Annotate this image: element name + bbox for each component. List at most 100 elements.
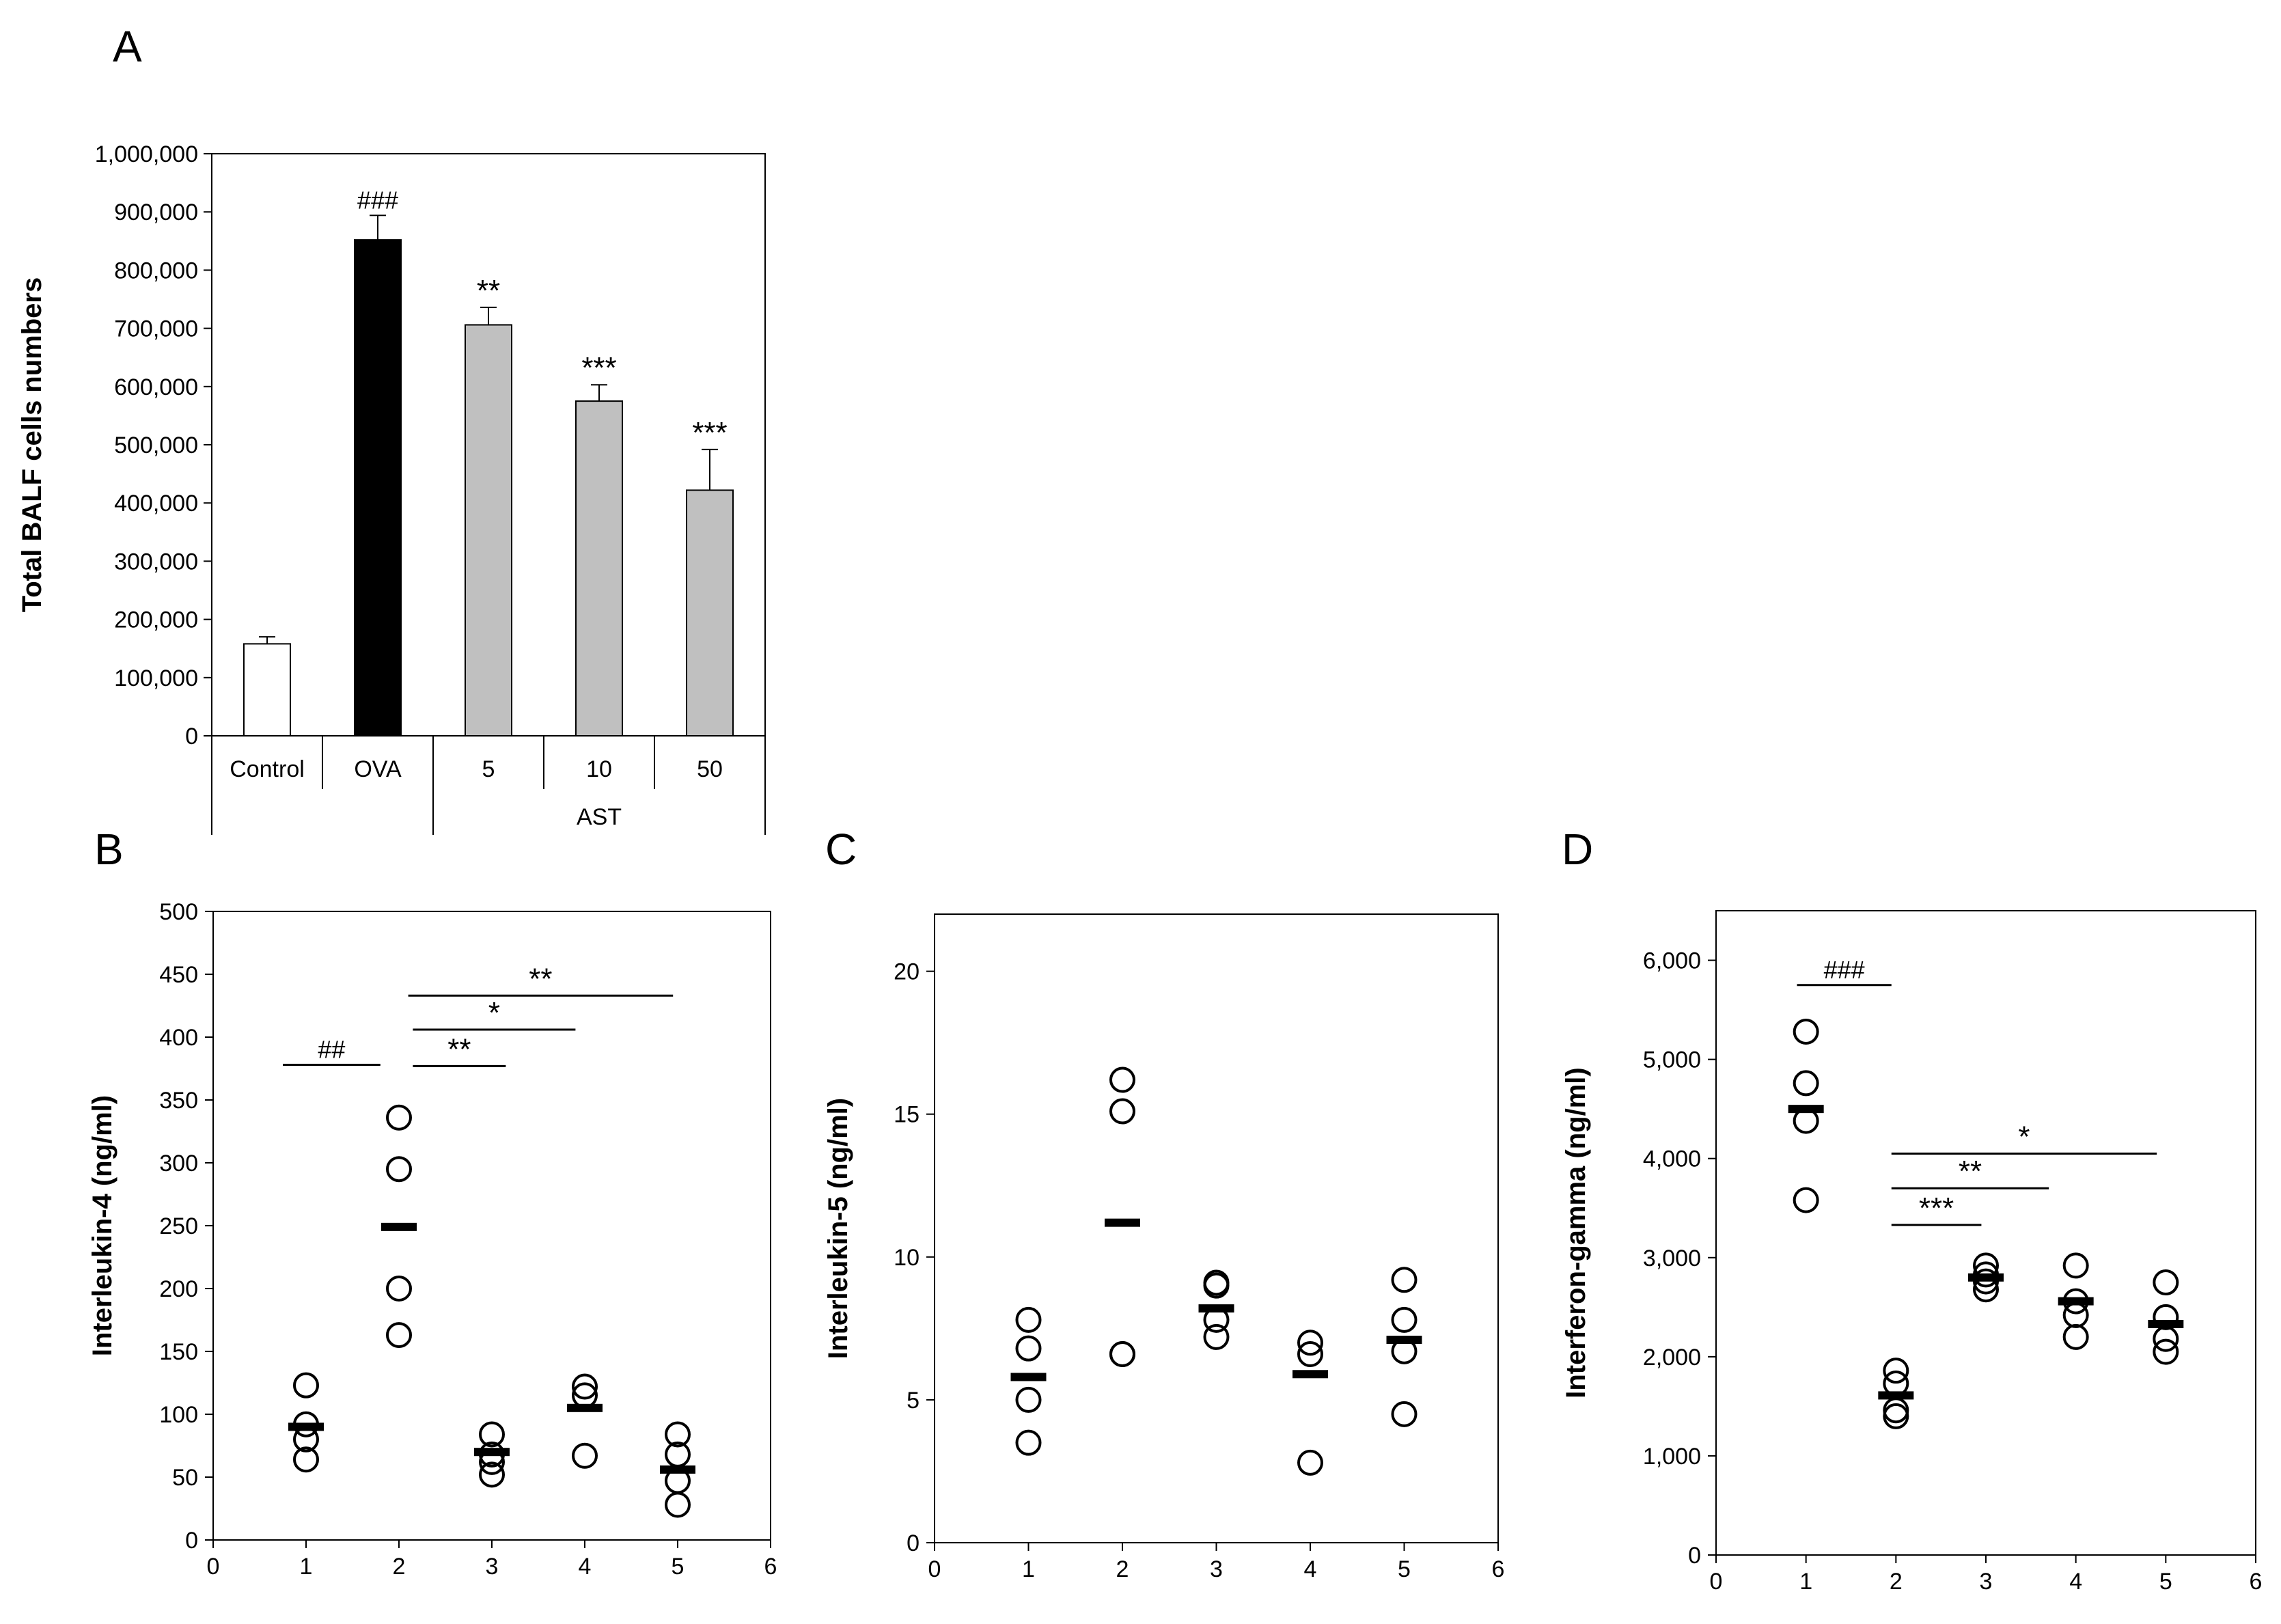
x-tick-label: 6 — [764, 1554, 777, 1580]
y-tick-label: 0 — [185, 724, 198, 749]
x-tick-label: 3 — [1980, 1569, 1993, 1595]
significance-label: ** — [477, 274, 500, 307]
data-point — [2062, 1323, 2089, 1350]
mean-marker — [1968, 1273, 2004, 1282]
bar-ova — [354, 239, 402, 737]
x-tick-label: 1 — [300, 1554, 313, 1580]
y-tick-label: 900,000 — [114, 199, 198, 225]
y-tick-label: 6,000 — [1643, 948, 1701, 974]
x-tick-label: 6 — [2250, 1569, 2263, 1595]
y-tick-label: 250 — [159, 1213, 198, 1239]
data-point — [1015, 1429, 1042, 1456]
mean-marker — [1292, 1370, 1328, 1379]
y-tick-label: 700,000 — [114, 316, 198, 342]
mean-marker — [2058, 1297, 2094, 1306]
data-point — [1109, 1341, 1135, 1367]
data-point — [1391, 1267, 1418, 1293]
mean-marker — [1010, 1373, 1047, 1381]
x-tick-label: 5 — [672, 1554, 685, 1580]
significance-label: ** — [447, 1032, 471, 1066]
significance-label: ### — [357, 186, 398, 214]
bar-5 — [465, 324, 512, 737]
panel-label-c: C — [825, 825, 857, 874]
y-axis-title: Interferon-gamma (ng/ml) — [1561, 1067, 1591, 1398]
data-point — [1015, 1386, 1042, 1413]
data-point — [293, 1446, 319, 1473]
data-point — [665, 1491, 691, 1518]
x-tick-label: 4 — [579, 1554, 592, 1580]
y-tick-label: 300 — [159, 1151, 198, 1176]
y-tick-label: 15 — [894, 1102, 920, 1128]
y-axis-title: Total BALF cells numbers — [17, 277, 47, 612]
y-tick-label: 100 — [159, 1402, 198, 1428]
data-point — [2153, 1338, 2179, 1365]
y-tick-label: 500 — [159, 899, 198, 925]
x-tick-label: 2 — [1116, 1556, 1129, 1582]
mean-marker — [1198, 1304, 1234, 1313]
mean-marker — [660, 1465, 695, 1474]
x-tick-label: 0 — [928, 1556, 941, 1582]
panel-label-b: B — [94, 825, 124, 874]
y-axis-title: Interleukin-5 (ng/ml) — [823, 1098, 853, 1359]
x-category-label: 50 — [697, 756, 723, 782]
x-tick-label: 4 — [2069, 1569, 2082, 1595]
data-point — [1297, 1341, 1323, 1367]
significance-label: *** — [1919, 1192, 1954, 1225]
y-tick-label: 300,000 — [114, 549, 198, 575]
x-category-label: Control — [230, 756, 305, 782]
y-tick-label: 200,000 — [114, 607, 198, 633]
data-point — [1297, 1330, 1323, 1356]
y-tick-label: 10 — [894, 1245, 920, 1271]
x-tick-label: 2 — [393, 1554, 406, 1580]
plot-frame — [1715, 910, 2256, 1556]
data-point — [1793, 1070, 1819, 1097]
data-point — [2153, 1304, 2179, 1330]
scatter-chart-interleukin-4: 0 1 2 3 4 5 6 0 50 100 150 200 250 300 350 400 450 500 Int… — [87, 899, 777, 1580]
significance-label: ### — [1824, 956, 1865, 984]
data-point — [1793, 1187, 1819, 1213]
x-tick-label: 0 — [1710, 1569, 1723, 1595]
y-tick-label: 350 — [159, 1088, 198, 1114]
x-tick-label: 3 — [486, 1554, 499, 1580]
data-point — [572, 1442, 598, 1469]
data-point — [1883, 1403, 1909, 1429]
data-point — [1015, 1335, 1042, 1362]
data-point — [386, 1322, 412, 1349]
y-tick-label: 20 — [894, 959, 920, 985]
x-category-label: OVA — [354, 756, 402, 782]
x-tick-label: 0 — [207, 1554, 220, 1580]
y-tick-label: 4,000 — [1643, 1146, 1701, 1172]
significance-label: *** — [581, 351, 616, 385]
panel-label-d: D — [1562, 825, 1593, 874]
data-point — [2153, 1269, 2179, 1296]
data-point — [1793, 1018, 1819, 1045]
y-tick-label: 0 — [185, 1528, 198, 1554]
y-tick-label: 150 — [159, 1339, 198, 1365]
y-tick-label: 1,000 — [1643, 1444, 1701, 1470]
data-point — [479, 1461, 505, 1488]
x-tick-label: 4 — [1304, 1556, 1317, 1582]
data-point — [386, 1156, 412, 1183]
mean-marker — [474, 1448, 510, 1457]
bar-10 — [575, 400, 623, 737]
significance-label: * — [2018, 1120, 2030, 1153]
y-tick-label: 500,000 — [114, 432, 198, 458]
y-tick-label: 400,000 — [114, 491, 198, 517]
x-tick-label: 1 — [1022, 1556, 1035, 1582]
significance-label: * — [488, 996, 500, 1030]
data-point — [1391, 1306, 1418, 1333]
data-point — [1297, 1449, 1323, 1476]
x-tick-label: 1 — [1799, 1569, 1812, 1595]
data-point — [1391, 1401, 1418, 1427]
data-point — [1203, 1323, 1230, 1350]
mean-marker — [1788, 1105, 1824, 1114]
mean-marker — [1386, 1336, 1422, 1345]
scatter-chart-interleukin-5: 0 1 2 3 4 5 6 0 5 10 15 20 Interleukin-5 (ng/ml) — [823, 913, 1504, 1582]
data-point — [572, 1382, 598, 1409]
data-point — [665, 1421, 691, 1448]
mean-marker — [1105, 1218, 1140, 1227]
y-tick-label: 1,000,000 — [95, 141, 198, 167]
data-point — [386, 1104, 412, 1131]
y-tick-label: 3,000 — [1643, 1245, 1701, 1271]
